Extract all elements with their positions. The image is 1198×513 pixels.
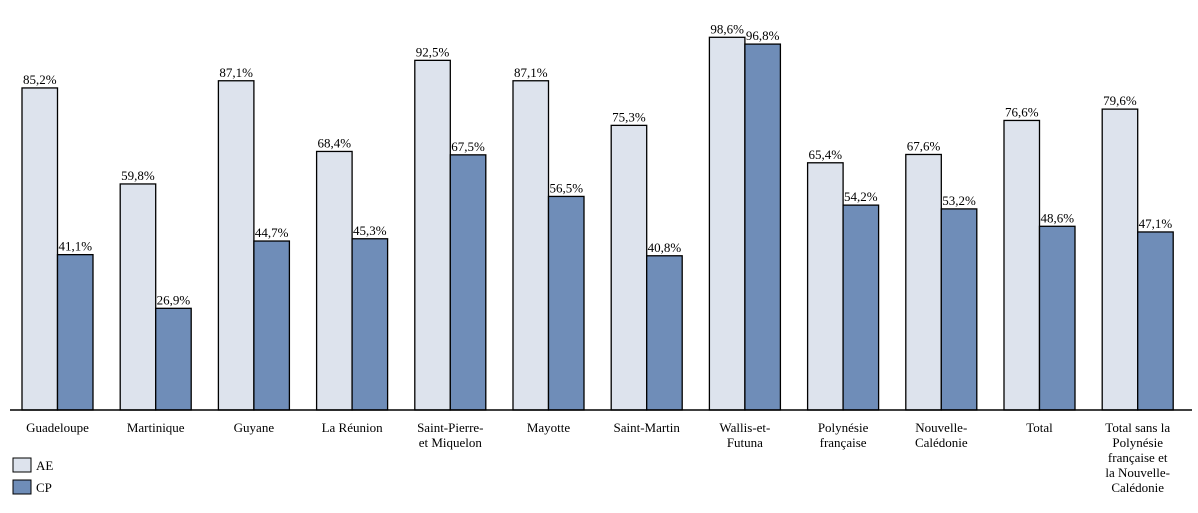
data-label-cp: 41,1%	[58, 239, 92, 254]
data-label-ae: 65,4%	[809, 147, 843, 162]
bar-cp	[449, 154, 487, 411]
data-label-ae: 75,3%	[612, 109, 646, 124]
data-label-cp: 26,9%	[157, 292, 191, 307]
category-label: Saint-Pierre-	[417, 420, 483, 435]
category-label: Saint-Martin	[613, 420, 680, 435]
data-label-cp: 44,7%	[255, 225, 289, 240]
category-label: Nouvelle-	[915, 420, 967, 435]
legend-label-cp: CP	[36, 480, 52, 495]
category-label: Polynésie	[818, 420, 869, 435]
bar-cp	[940, 208, 978, 411]
bar-cp	[56, 253, 94, 411]
bar-cp	[744, 43, 782, 411]
legend-swatch-ae	[12, 457, 32, 473]
category-label: Wallis-et-	[719, 420, 770, 435]
data-label-ae: 67,6%	[907, 138, 941, 153]
category-label: Futuna	[727, 435, 763, 450]
bar-ae	[414, 59, 451, 411]
data-label-ae: 79,6%	[1103, 93, 1137, 108]
bar-ae	[1003, 119, 1041, 411]
data-label-cp: 47,1%	[1139, 216, 1173, 231]
category-label: Martinique	[127, 420, 185, 435]
bar-ae	[905, 153, 942, 411]
bar-ae	[806, 162, 844, 411]
data-label-ae: 98,6%	[710, 21, 744, 36]
data-label-cp: 96,8%	[746, 28, 780, 43]
data-label-cp: 54,2%	[844, 189, 878, 204]
category-label: Total	[1026, 420, 1053, 435]
category-label: Calédonie	[1111, 480, 1164, 495]
bar-cp	[351, 238, 389, 411]
category-label: Mayotte	[527, 420, 571, 435]
bar-cp	[155, 307, 192, 411]
category-label: Guyane	[234, 420, 275, 435]
bar-ae	[512, 80, 550, 411]
data-label-cp: 48,6%	[1040, 210, 1074, 225]
bar-cp	[842, 204, 880, 411]
data-label-cp: 56,5%	[549, 180, 583, 195]
category-label: Calédonie	[915, 435, 968, 450]
legend-swatch-cp	[12, 479, 32, 495]
bar-ae	[708, 36, 746, 411]
bar-ae	[1101, 108, 1139, 411]
data-label-ae: 92,5%	[416, 44, 450, 59]
category-label: et Miquelon	[419, 435, 483, 450]
category-label: française et	[1108, 450, 1168, 465]
category-label: La Réunion	[322, 420, 384, 435]
data-label-cp: 40,8%	[648, 240, 682, 255]
data-label-ae: 87,1%	[219, 65, 253, 80]
bar-ae	[217, 80, 255, 411]
bar-ae	[21, 87, 59, 411]
bar-cp	[1137, 231, 1174, 411]
category-label: Total sans la	[1105, 420, 1170, 435]
data-label-ae: 76,6%	[1005, 104, 1039, 119]
legend-label-ae: AE	[36, 458, 53, 473]
data-label-ae: 59,8%	[121, 168, 155, 183]
bar-ae	[119, 183, 157, 411]
category-label: française	[820, 435, 867, 450]
bar-cp	[646, 255, 683, 411]
category-label: la Nouvelle-	[1105, 465, 1170, 480]
data-label-ae: 85,2%	[23, 72, 57, 87]
bar-cp	[253, 240, 291, 411]
data-label-ae: 68,4%	[318, 135, 352, 150]
data-label-cp: 53,2%	[942, 193, 976, 208]
bar-ae	[315, 150, 353, 411]
bar-cp	[1038, 225, 1076, 411]
data-label-cp: 67,5%	[451, 139, 485, 154]
data-label-cp: 45,3%	[353, 223, 387, 238]
bar-cp	[547, 195, 585, 411]
category-label: Guadeloupe	[26, 420, 89, 435]
data-label-ae: 87,1%	[514, 65, 548, 80]
bar-ae	[610, 124, 648, 411]
category-label: Polynésie	[1112, 435, 1163, 450]
